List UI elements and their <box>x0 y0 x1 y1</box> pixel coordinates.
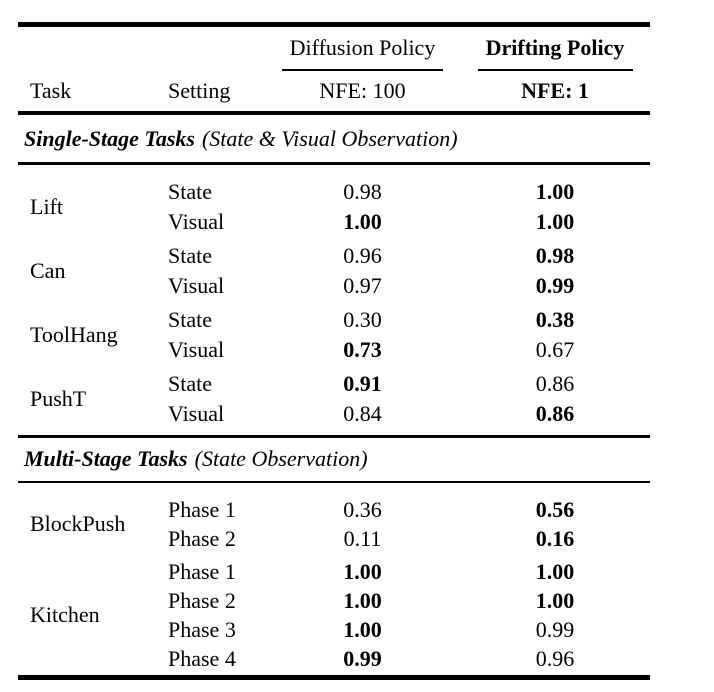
setting-label: Phase 2 <box>168 587 236 613</box>
value-drifting: 1.00 <box>535 558 575 584</box>
setting-label: Visual <box>168 336 225 362</box>
task-name: PushT <box>30 385 87 411</box>
value-diffusion: 0.98 <box>343 178 382 204</box>
section-title-bold: Multi-Stage Tasks <box>24 446 188 471</box>
value-drifting: 0.98 <box>535 242 575 268</box>
task-name: Kitchen <box>30 602 100 627</box>
task-group: ToolHang State 0.30 0.38 Visual 0.73 0.67 <box>18 305 650 365</box>
value-diffusion: 1.00 <box>343 208 382 234</box>
table-bottomrule <box>18 675 650 680</box>
value-diffusion: 0.97 <box>343 272 382 298</box>
value-diffusion: 1.00 <box>343 587 382 613</box>
setting-label: State <box>168 178 212 204</box>
value-diffusion: 0.84 <box>343 400 382 426</box>
task-name: Lift <box>30 193 63 219</box>
value-drifting: 0.99 <box>535 616 575 642</box>
task-name: BlockPush <box>30 511 126 536</box>
value-drifting: 0.96 <box>535 645 575 671</box>
setting-label: Phase 2 <box>168 525 236 551</box>
value-drifting: 0.16 <box>535 525 575 551</box>
section-header-rule <box>18 162 650 165</box>
setting-label: Visual <box>168 208 225 234</box>
task-group: Lift State 0.98 1.00 Visual 1.00 1.00 <box>18 177 650 237</box>
col-header-nfe-100: NFE: 100 <box>319 78 406 103</box>
setting-label: State <box>168 370 212 396</box>
section-title: Single-Stage Tasks (State & Visual Observ… <box>18 115 650 162</box>
policy-header-drifting: Drifting Policy <box>485 35 625 60</box>
section-divider-rule <box>18 434 650 438</box>
value-diffusion: 0.36 <box>343 496 382 522</box>
section-title-italic: (State & Visual Observation) <box>201 125 458 151</box>
value-drifting: 0.67 <box>535 336 575 362</box>
task-name: Can <box>30 257 66 283</box>
section-title-italic: (State Observation) <box>194 446 368 471</box>
setting-label: Visual <box>168 400 225 426</box>
value-diffusion: 0.30 <box>343 306 382 332</box>
setting-label: Visual <box>168 272 225 298</box>
section-groups: BlockPush Phase 1 0.36 0.56 Phase 2 0.11 0.16 K… <box>18 483 650 675</box>
value-drifting: 0.99 <box>535 272 575 298</box>
results-table: Diffusion Policy Drifting Policy Task Se… <box>18 22 650 680</box>
value-diffusion: 0.99 <box>343 645 382 671</box>
setting-label: Phase 1 <box>168 496 236 522</box>
cmidrule-row <box>18 69 650 71</box>
task-name: ToolHang <box>30 321 118 347</box>
header-rule <box>18 111 650 115</box>
section-title-bold: Single-Stage Tasks <box>24 125 195 151</box>
section-title: Multi-Stage Tasks (State Observation) <box>18 438 650 481</box>
value-drifting: 0.38 <box>535 306 575 332</box>
cmidrule-drifting <box>478 69 633 71</box>
task-group: BlockPush Phase 1 0.36 0.56 Phase 2 0.11 0.16 <box>18 495 650 553</box>
col-header-nfe-1: NFE: 1 <box>521 78 589 103</box>
table-toprule <box>18 22 650 27</box>
value-diffusion: 1.00 <box>343 616 382 642</box>
setting-label: Phase 4 <box>168 645 236 671</box>
value-drifting: 1.00 <box>535 178 575 204</box>
value-drifting: 0.86 <box>535 370 575 396</box>
col-header-task: Task <box>30 78 72 103</box>
value-diffusion: 0.96 <box>343 242 382 268</box>
value-diffusion: 1.00 <box>343 558 382 584</box>
setting-label: Phase 3 <box>168 616 236 642</box>
section-groups: Lift State 0.98 1.00 Visual 1.00 1.00 Can State 0… <box>18 165 650 435</box>
value-drifting: 0.56 <box>535 496 575 522</box>
table-sections: Single-Stage Tasks (State & Visual Observ… <box>18 115 650 675</box>
col-header-setting: Setting <box>168 78 231 103</box>
setting-label: State <box>168 242 212 268</box>
policy-header-diffusion: Diffusion Policy <box>289 35 436 60</box>
value-diffusion: 0.91 <box>343 370 382 396</box>
value-drifting: 1.00 <box>535 208 575 234</box>
setting-label: Phase 1 <box>168 558 236 584</box>
value-diffusion: 0.11 <box>343 525 382 551</box>
task-group: PushT State 0.91 0.86 Visual 0.84 0.86 <box>18 369 650 429</box>
task-group: Can State 0.96 0.98 Visual 0.97 0.99 <box>18 241 650 301</box>
cmidrule-diffusion <box>282 69 443 71</box>
task-group: Kitchen Phase 1 1.00 1.00 Phase 2 1.00 1.00 Pha… <box>18 557 650 673</box>
section-header-rule <box>18 480 650 483</box>
column-header-row: Task Setting NFE: 100 NFE: 1 <box>18 71 650 111</box>
setting-label: State <box>168 306 212 332</box>
value-drifting: 0.86 <box>535 400 575 426</box>
value-diffusion: 0.73 <box>343 336 382 362</box>
value-drifting: 1.00 <box>535 587 575 613</box>
policy-header-row: Diffusion Policy Drifting Policy <box>18 27 650 69</box>
